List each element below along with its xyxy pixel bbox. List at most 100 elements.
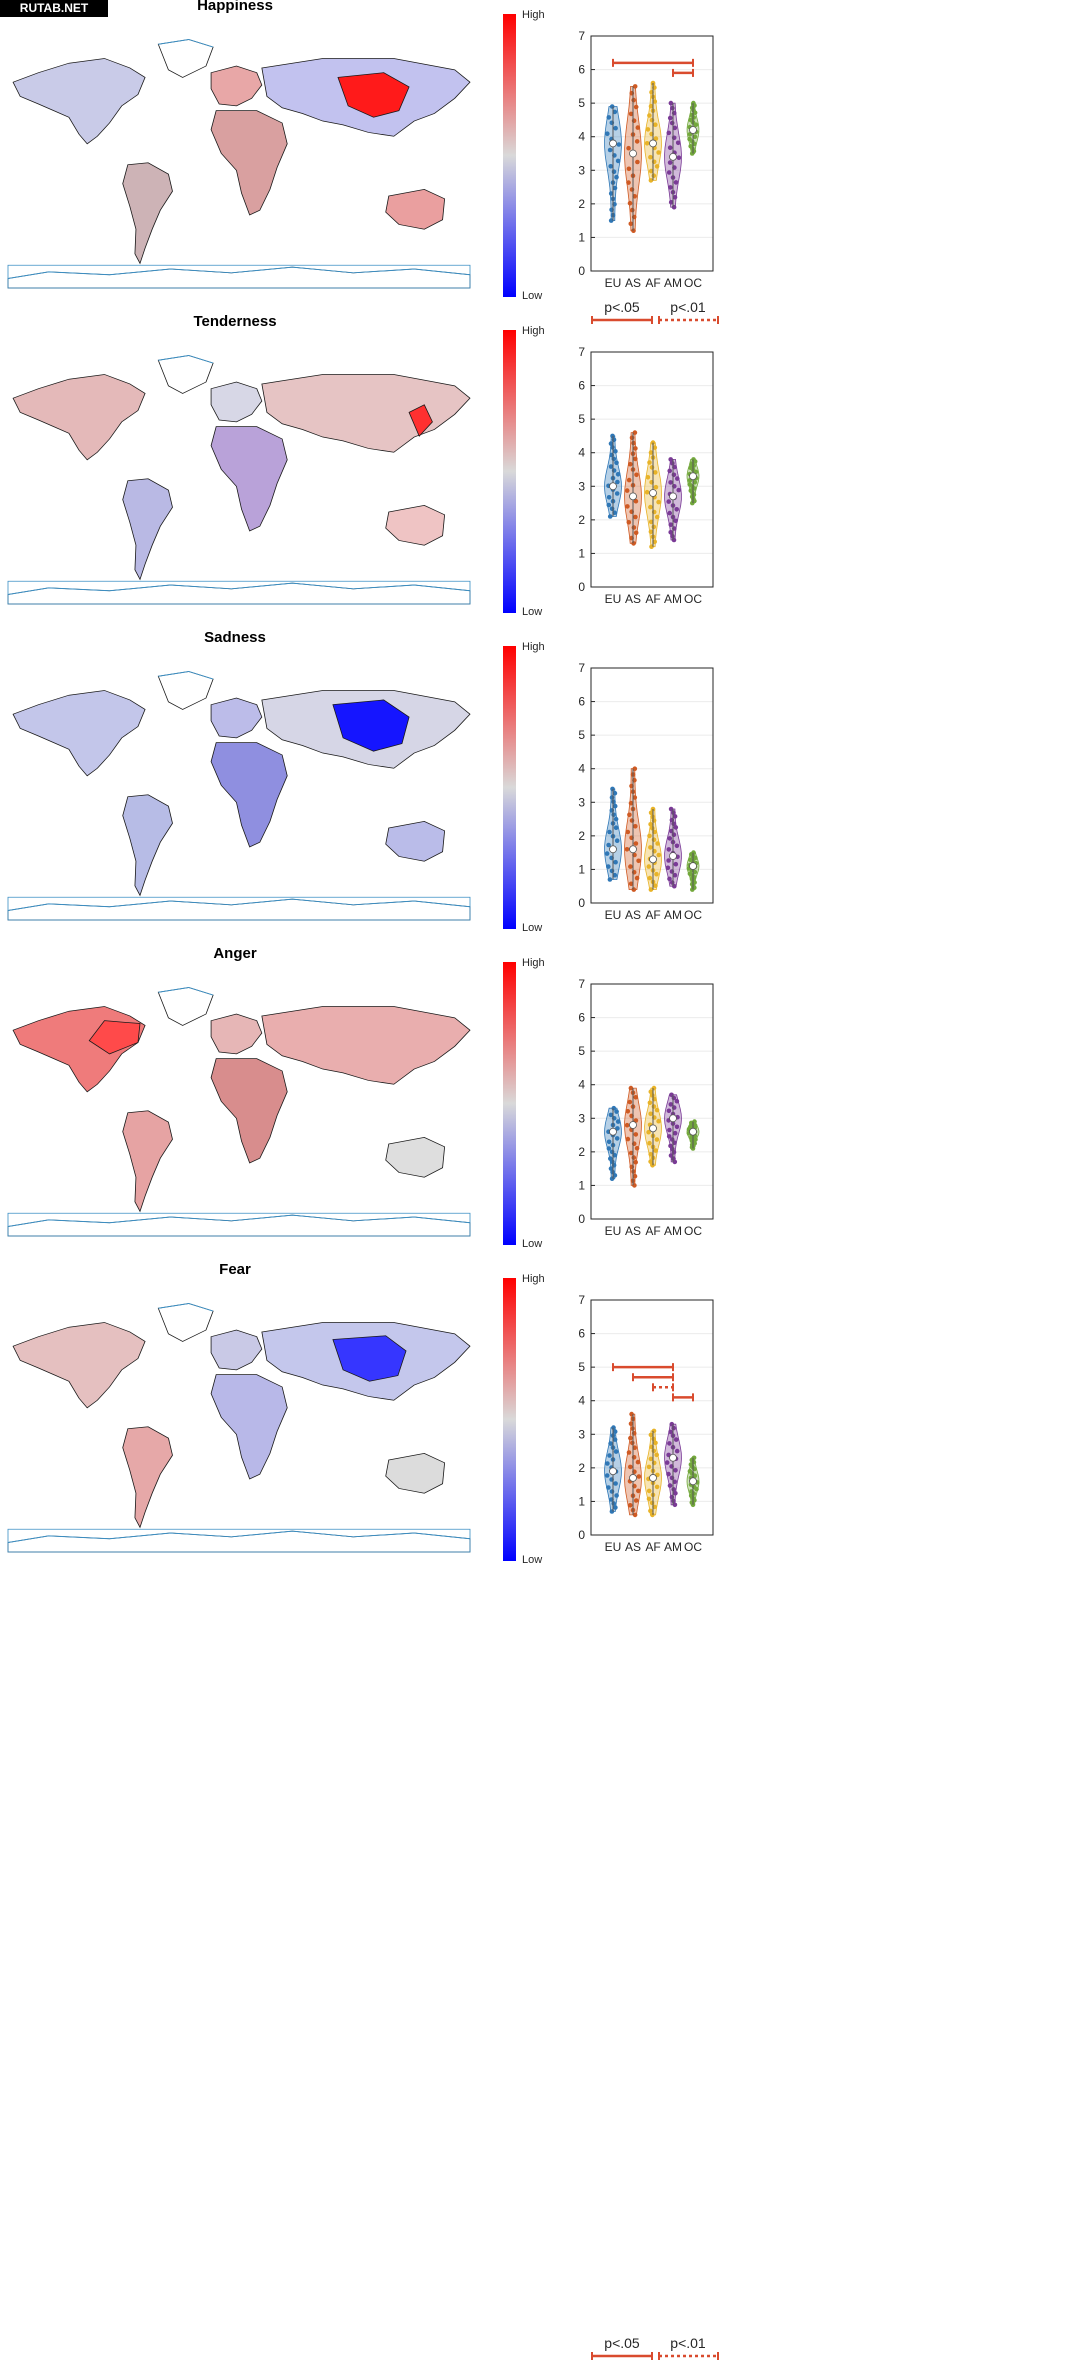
data-point [692,459,698,464]
data-point [691,492,697,498]
data-point [633,1132,639,1137]
data-point [671,472,677,478]
data-point [611,456,617,462]
data-point [624,1122,630,1128]
median-marker [649,1474,657,1482]
data-point [652,445,658,450]
data-point [674,1124,680,1130]
data-point [648,504,653,510]
data-point [633,824,638,829]
region-australia [385,820,446,862]
y-tick-label: 6 [578,379,585,393]
median-marker [669,1453,677,1462]
median-marker [689,472,697,481]
data-point [613,1505,618,1510]
data-point [632,795,638,800]
data-point [674,1098,680,1104]
greenland-coast [158,986,214,996]
x-tick-label: AS [625,1224,641,1238]
data-point [672,1159,678,1165]
data-point [626,166,632,172]
data-point [645,475,651,480]
data-point [628,1464,633,1470]
data-point [672,1502,678,1508]
x-tick-label: AS [625,908,641,922]
data-point [611,437,617,443]
data-point [607,829,612,835]
median-marker [669,1114,677,1123]
data-point [667,1127,672,1133]
data-point [613,816,619,822]
y-tick-label: 7 [578,1293,585,1307]
data-point [673,1468,678,1473]
data-point [654,514,660,520]
data-point [653,122,658,127]
median-marker [649,1124,657,1133]
data-point [648,1089,654,1094]
data-point [609,1489,615,1494]
y-tick-label: 0 [578,896,585,910]
colorbar-low-label: Low [522,1554,542,1566]
data-point [648,887,654,892]
data-point [666,170,672,175]
data-point [654,1452,659,1458]
data-point [667,836,673,841]
region-europe [210,1329,263,1371]
data-point [631,541,636,546]
world-map [7,1294,471,1553]
data-point [614,460,619,466]
data-point [634,472,639,478]
data-point [673,1437,679,1442]
y-tick-label: 0 [578,1212,585,1226]
data-point [608,1441,613,1446]
data-point [614,1136,620,1141]
data-point [648,1111,653,1117]
median-marker [629,1474,637,1482]
map-title: Happiness [197,0,273,14]
data-point [653,1440,658,1446]
data-point [676,155,682,160]
data-point [671,204,677,210]
colorbar-high-label: High [522,325,545,337]
data-point [648,450,654,455]
data-point [670,105,675,111]
median-marker [669,852,677,860]
data-point [651,837,657,842]
data-point [632,766,638,771]
data-point [627,200,633,206]
data-point [635,1459,641,1465]
data-point [672,1130,678,1136]
data-point [625,504,630,509]
data-point [654,1484,660,1490]
data-point [612,109,618,115]
data-point [632,194,637,199]
region-hotspot [88,1020,141,1055]
data-point [635,125,641,130]
data-point [636,1488,641,1494]
data-point [634,875,640,881]
data-point [651,1448,657,1454]
data-point [675,140,681,146]
data-point [625,829,631,835]
y-tick-label: 0 [578,1528,585,1542]
data-point [667,468,672,474]
data-point [608,441,614,446]
x-tick-label: EU [605,592,622,606]
data-point [667,145,673,150]
data-point [665,865,671,871]
data-point [615,1126,620,1131]
data-point [624,847,630,852]
axes-border [590,1299,714,1536]
y-tick-label: 1 [578,1494,585,1508]
axes-border [590,983,714,1220]
watermark-label: RUTAB.NET [0,0,108,17]
data-point [656,150,661,155]
data-point [636,1474,642,1479]
colorbar [503,14,516,297]
data-point [626,520,632,525]
data-point [674,1448,680,1454]
data-point [692,1123,698,1128]
map-frame [7,1528,471,1553]
data-point [607,1453,612,1458]
data-point [688,1124,693,1130]
